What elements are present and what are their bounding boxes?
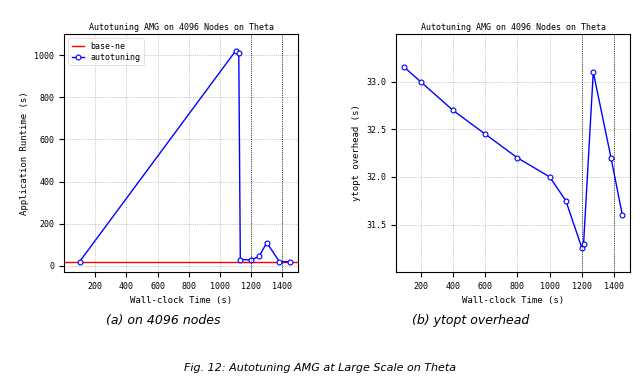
Legend: base‑ne, autotuning: base‑ne, autotuning [68,38,144,65]
autotuning [232,49,239,53]
autotuning [235,51,243,55]
autotuning [275,259,283,264]
autotuning [287,259,294,264]
Text: (b) ytopt overhead: (b) ytopt overhead [412,314,529,327]
autotuning [248,258,255,262]
Line: autotuning: autotuning [77,48,292,264]
autotuning [236,257,244,262]
autotuning [255,254,263,259]
Y-axis label: ytopt overhead (s): ytopt overhead (s) [352,105,361,201]
Text: (a) on 4096 nodes: (a) on 4096 nodes [106,314,220,327]
Y-axis label: Application Runtime (s): Application Runtime (s) [20,91,29,215]
X-axis label: Wall-clock Time (s): Wall-clock Time (s) [130,296,232,305]
autotuning [76,259,83,264]
Title: Autotuning AMG on 4096 Nodes on Theta: Autotuning AMG on 4096 Nodes on Theta [421,23,606,32]
Text: Fig. 12: Autotuning AMG at Large Scale on Theta: Fig. 12: Autotuning AMG at Large Scale o… [184,363,456,373]
Title: Autotuning AMG on 4096 Nodes on Theta: Autotuning AMG on 4096 Nodes on Theta [88,23,273,32]
X-axis label: Wall-clock Time (s): Wall-clock Time (s) [462,296,564,305]
autotuning [263,240,271,245]
